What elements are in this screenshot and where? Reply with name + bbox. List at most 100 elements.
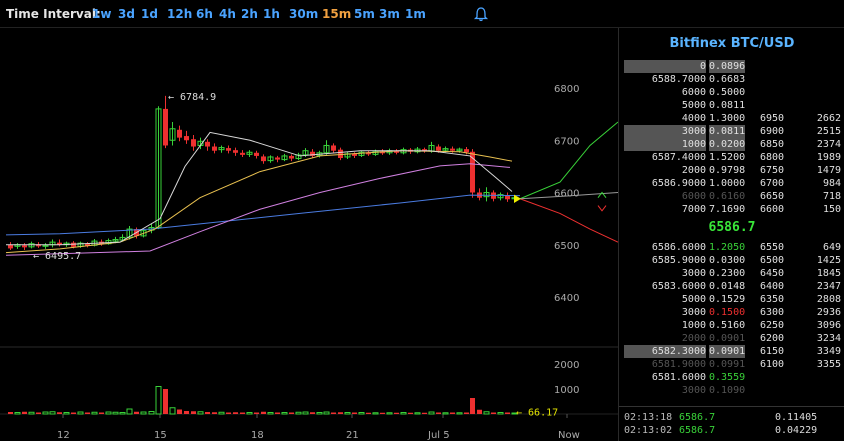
interval-1h[interactable]: 1h <box>263 7 280 21</box>
volume-bar <box>99 412 104 414</box>
volume-bar <box>197 411 204 415</box>
candle-body <box>177 129 182 138</box>
candle-body <box>323 144 330 154</box>
price-cell: 6585.9000 <box>651 255 706 266</box>
volume-bar <box>323 411 330 415</box>
volume-tick: 1000 <box>554 385 579 396</box>
price-cell: 6583.6000 <box>651 281 706 292</box>
candle-body <box>436 146 441 151</box>
volume-bar <box>240 412 245 414</box>
volume-bar <box>442 412 449 415</box>
interval-3d[interactable]: 3d <box>118 7 135 21</box>
candle-body <box>218 147 225 151</box>
order-row[interactable]: 6588.7000 0.6683 <box>619 73 844 86</box>
cumulative-cell: 718 <box>822 191 841 202</box>
bell-icon[interactable] <box>473 6 489 22</box>
order-row[interactable]: 2000 0.9798 6750 1479 <box>619 164 844 177</box>
volume-bar <box>344 412 351 415</box>
price-chart[interactable]: 6800 6700 6600 6500 6400 2000 1000 12 15 18 21 Jul … <box>0 28 618 441</box>
interval-30m[interactable]: 30m <box>289 7 319 21</box>
order-row[interactable]: 6581.9000 0.0991 6100 3355 <box>619 358 844 371</box>
interval-1d[interactable]: 1d <box>141 7 158 21</box>
order-row[interactable]: 7000 7.1690 6600 150 <box>619 203 844 216</box>
interval-12h[interactable]: 12h <box>167 7 193 21</box>
volume-bar <box>42 411 49 415</box>
order-row[interactable]: 6582.3000 0.0901 6150 3349 <box>619 345 844 358</box>
volume-bar <box>184 411 189 414</box>
cumulative-cell: 3096 <box>816 320 841 331</box>
volume-bar <box>119 412 126 415</box>
volume-bar <box>289 412 294 414</box>
level-price-cell: 6600 <box>760 204 785 215</box>
volume-bar <box>450 412 455 414</box>
order-row[interactable]: 5000 0.1529 6350 2808 <box>619 293 844 306</box>
order-row[interactable]: 6000 0.5000 <box>619 86 844 99</box>
price-cell: 3000 <box>681 385 706 396</box>
price-cell: 6588.7000 <box>651 74 706 85</box>
price-cell: 5000 <box>681 294 706 305</box>
interval-15m[interactable]: 15m <box>322 7 352 21</box>
candle-body <box>497 194 504 199</box>
candle-body <box>352 153 357 156</box>
interval-5m[interactable]: 5m <box>354 7 375 21</box>
candle-body <box>456 148 463 152</box>
level-price-cell: 6700 <box>760 178 785 189</box>
candle-body <box>289 155 294 159</box>
order-row[interactable]: 6000 0.6160 6650 718 <box>619 190 844 203</box>
order-row[interactable]: 6586.6000 1.2050 6550 649 <box>619 241 844 254</box>
cumulative-cell: 2808 <box>816 294 841 305</box>
candlestick-chart[interactable]: 6800 6700 6600 6500 6400 2000 1000 12 15 18 21 Jul … <box>0 28 618 441</box>
projection-low <box>519 198 618 243</box>
amount-cell: 0.0901 <box>709 345 746 358</box>
amount-cell: 0.6683 <box>709 74 746 85</box>
order-row[interactable]: 6581.6000 0.3559 <box>619 371 844 384</box>
volume-bar <box>394 412 399 414</box>
volume-bar <box>169 407 176 415</box>
volume-bar <box>49 411 56 415</box>
order-row[interactable]: 3000 0.1090 <box>619 384 844 397</box>
candle-body <box>233 150 238 153</box>
up-arrow-icon <box>597 191 607 199</box>
amount-cell: 0.0811 <box>709 125 746 138</box>
interval-2h[interactable]: 2h <box>241 7 258 21</box>
candle-body <box>191 139 196 147</box>
price-cell: 3000 <box>681 307 706 318</box>
order-row[interactable]: 6585.9000 0.0300 6500 1425 <box>619 254 844 267</box>
order-row[interactable]: 1000 0.5160 6250 3096 <box>619 319 844 332</box>
order-row[interactable]: 3000 0.1500 6300 2936 <box>619 306 844 319</box>
order-row[interactable]: 4000 1.3000 6950 2662 <box>619 112 844 125</box>
volume-bar <box>36 412 41 414</box>
interval-6h[interactable]: 6h <box>196 7 213 21</box>
amount-cell: 0.0991 <box>709 359 746 370</box>
level-price-cell: 6850 <box>760 139 785 150</box>
level-price-cell: 6250 <box>760 320 785 331</box>
volume-bar <box>464 412 469 414</box>
order-row[interactable]: 0 0.0896 <box>619 60 844 73</box>
order-row[interactable]: 6587.4000 1.5200 6800 1989 <box>619 151 844 164</box>
price-cell: 3000 <box>624 125 706 138</box>
interval-4h[interactable]: 4h <box>219 7 236 21</box>
order-row[interactable]: 1000 0.0200 6850 2374 <box>619 138 844 151</box>
candle-body <box>205 141 210 147</box>
price-tick: 6600 <box>554 189 579 200</box>
volume-bar <box>91 411 98 415</box>
interval-1w[interactable]: 1w <box>92 7 112 21</box>
order-row[interactable]: 3000 0.0811 6900 2515 <box>619 125 844 138</box>
price-cell: 6581.6000 <box>651 372 706 383</box>
order-row[interactable]: 6583.6000 0.0148 6400 2347 <box>619 280 844 293</box>
candle-body <box>140 230 147 237</box>
order-row[interactable]: 2000 0.0901 6200 3234 <box>619 332 844 345</box>
price-cell: 6586.9000 <box>651 178 706 189</box>
order-row[interactable]: 6586.9000 1.0000 6700 984 <box>619 177 844 190</box>
volume-bar <box>366 412 371 414</box>
order-row[interactable]: 5000 0.0811 <box>619 99 844 112</box>
candle-body <box>450 148 455 151</box>
interval-3m[interactable]: 3m <box>379 7 400 21</box>
volume-bar <box>408 412 413 414</box>
order-row[interactable]: 3000 0.2300 6450 1845 <box>619 267 844 280</box>
current-price-marker <box>514 194 521 203</box>
x-tick-label: 15 <box>154 430 167 441</box>
volume-bar <box>414 412 421 415</box>
trade-price: 6586.7 <box>679 425 716 436</box>
interval-1m[interactable]: 1m <box>405 7 426 21</box>
